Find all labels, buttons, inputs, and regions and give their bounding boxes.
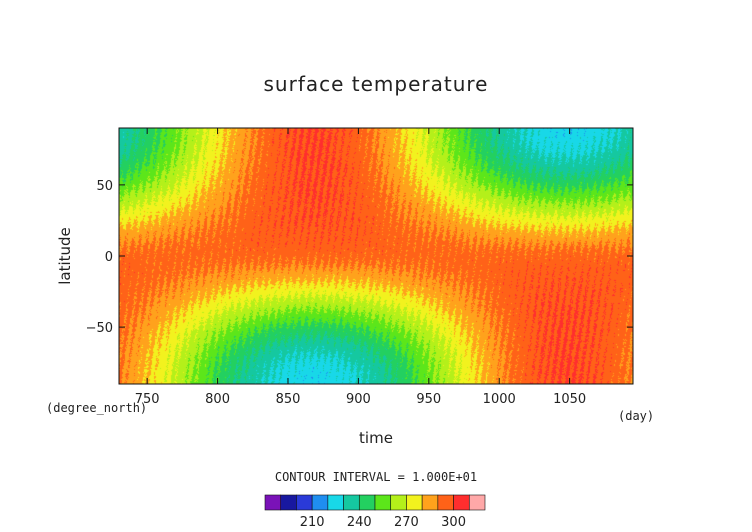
x-axis-ticks: 750 800 850 900 950 1000 1050 (135, 128, 586, 407)
colorbar-swatch (453, 494, 470, 511)
colorbar-swatch (264, 494, 282, 511)
y-tick-label: −50 (86, 321, 113, 336)
colorbar-swatch (421, 494, 439, 511)
contour-interval-text: CONTOUR INTERVAL = 1.000E+01 (275, 470, 477, 484)
x-tick-label: 850 (276, 392, 301, 407)
colorbar-tick-labels: 210 240 270 300 (300, 515, 466, 530)
colorbar (264, 494, 486, 511)
colorbar-swatch (468, 494, 486, 511)
colorbar-swatch (296, 494, 313, 511)
x-tick-label: 950 (416, 392, 441, 407)
y-tick-label: 50 (96, 179, 113, 194)
y-unit-label: (degree_north) (46, 401, 147, 415)
x-tick-label: 800 (205, 392, 230, 407)
x-tick-label: 1000 (483, 392, 516, 407)
colorbar-swatch (280, 494, 297, 511)
y-tick-label: 0 (105, 250, 113, 265)
colorbar-tick-label: 210 (300, 515, 325, 530)
temperature-field (119, 128, 633, 384)
colorbar-swatch (406, 494, 423, 511)
colorbar-tick-label: 270 (394, 515, 419, 530)
y-axis-ticks: 50 0 −50 (86, 179, 633, 336)
colorbar-swatch (327, 494, 344, 511)
x-tick-label: 1050 (553, 392, 586, 407)
x-unit-label: (day) (618, 409, 654, 423)
colorbar-tick-label: 300 (441, 515, 466, 530)
colorbar-tick-label: 240 (347, 515, 372, 530)
chart-title: surface temperature (264, 72, 489, 96)
colorbar-swatch (390, 494, 407, 511)
colorbar-swatch (358, 494, 376, 511)
x-tick-label: 750 (135, 392, 160, 407)
x-axis-label: time (359, 429, 393, 447)
x-tick-label: 900 (346, 392, 371, 407)
colorbar-swatch (374, 494, 392, 511)
colorbar-swatch (343, 494, 360, 511)
colorbar-swatch (311, 494, 329, 511)
y-axis-label: latitude (56, 227, 74, 285)
colorbar-swatch (437, 494, 454, 511)
